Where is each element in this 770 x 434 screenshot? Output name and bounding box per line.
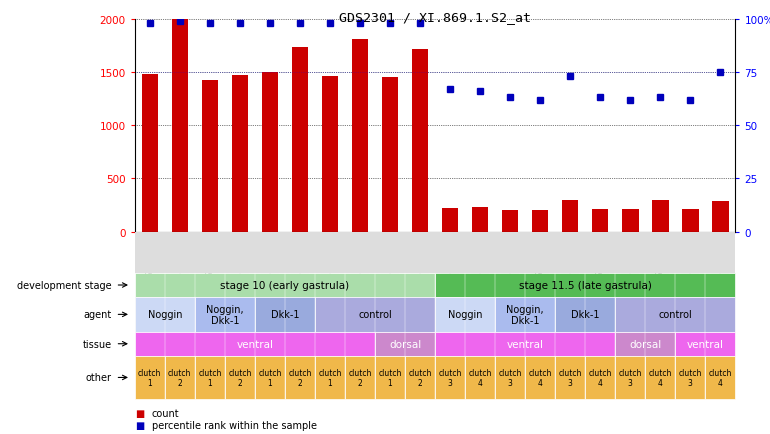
Bar [502, 210, 518, 232]
Text: clutch
4: clutch 4 [708, 368, 732, 387]
Text: Noggin,
Dkk-1: Noggin, Dkk-1 [507, 304, 544, 326]
Bar [172, 20, 188, 232]
Text: clutch
4: clutch 4 [588, 368, 612, 387]
Bar [202, 81, 218, 232]
Text: agent: agent [83, 310, 112, 319]
Text: dorsal: dorsal [629, 339, 661, 349]
Text: clutch
3: clutch 3 [618, 368, 642, 387]
Bar [232, 76, 248, 232]
Bar [352, 40, 368, 232]
Bar [292, 48, 308, 232]
Bar [682, 209, 698, 232]
Text: clutch
1: clutch 1 [378, 368, 402, 387]
Text: Dkk-1: Dkk-1 [270, 310, 300, 319]
Text: clutch
2: clutch 2 [348, 368, 372, 387]
Text: clutch
3: clutch 3 [438, 368, 462, 387]
Text: ■: ■ [135, 421, 144, 430]
Text: clutch
1: clutch 1 [318, 368, 342, 387]
Text: stage 11.5 (late gastrula): stage 11.5 (late gastrula) [519, 280, 651, 290]
Text: clutch
4: clutch 4 [468, 368, 492, 387]
Bar [712, 202, 728, 232]
Text: control: control [358, 310, 392, 319]
Text: Noggin: Noggin [448, 310, 482, 319]
Text: dorsal: dorsal [389, 339, 421, 349]
Text: control: control [658, 310, 692, 319]
Text: clutch
4: clutch 4 [528, 368, 552, 387]
Bar [142, 75, 158, 232]
Bar [262, 72, 278, 232]
Text: GDS2301 / XI.869.1.S2_at: GDS2301 / XI.869.1.S2_at [339, 11, 531, 24]
Text: clutch
2: clutch 2 [408, 368, 432, 387]
Text: clutch
2: clutch 2 [288, 368, 312, 387]
Bar [652, 201, 668, 232]
Text: percentile rank within the sample: percentile rank within the sample [152, 421, 316, 430]
Text: clutch
1: clutch 1 [198, 368, 222, 387]
Text: stage 10 (early gastrula): stage 10 (early gastrula) [220, 280, 350, 290]
Text: count: count [152, 408, 179, 418]
Text: ■: ■ [135, 408, 144, 418]
Bar [412, 50, 428, 232]
Bar [442, 209, 458, 232]
Bar [622, 210, 638, 232]
Text: clutch
3: clutch 3 [498, 368, 522, 387]
Text: clutch
3: clutch 3 [558, 368, 582, 387]
Bar [472, 208, 488, 232]
Text: Noggin: Noggin [148, 310, 182, 319]
Text: ventral: ventral [236, 339, 273, 349]
Text: ventral: ventral [687, 339, 724, 349]
Bar [562, 201, 578, 232]
Text: tissue: tissue [82, 339, 112, 349]
Text: clutch
1: clutch 1 [258, 368, 282, 387]
Text: clutch
1: clutch 1 [138, 368, 162, 387]
Text: clutch
4: clutch 4 [648, 368, 672, 387]
Bar [532, 211, 548, 232]
Text: ventral: ventral [507, 339, 544, 349]
Bar [592, 209, 608, 232]
Text: clutch
2: clutch 2 [168, 368, 192, 387]
Bar [322, 77, 338, 232]
Text: other: other [85, 373, 112, 382]
Text: clutch
2: clutch 2 [228, 368, 252, 387]
Text: clutch
3: clutch 3 [678, 368, 702, 387]
Text: Noggin,
Dkk-1: Noggin, Dkk-1 [206, 304, 243, 326]
Text: Dkk-1: Dkk-1 [571, 310, 600, 319]
Bar [382, 78, 398, 232]
Text: development stage: development stage [17, 280, 112, 290]
